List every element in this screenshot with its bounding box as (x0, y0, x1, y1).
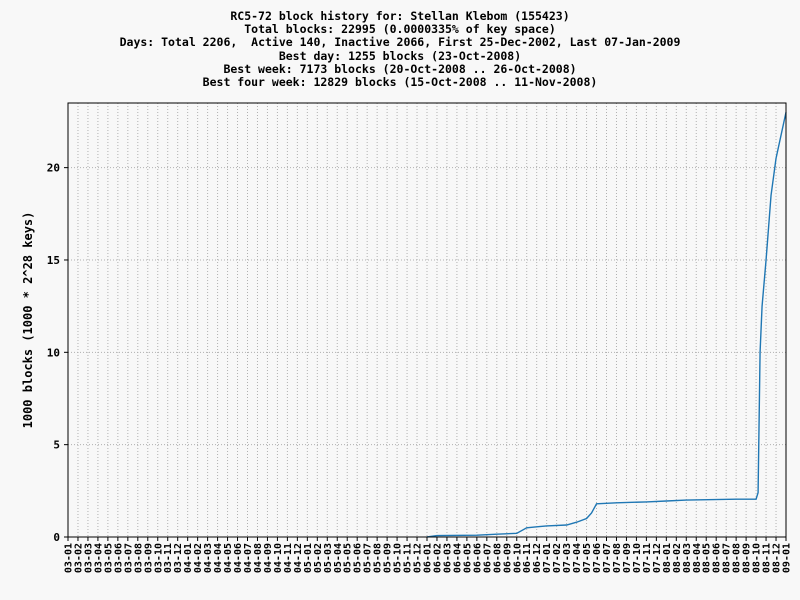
x-tick-label: 03-03 (83, 543, 94, 573)
x-tick-label: 05-08 (373, 543, 384, 573)
x-tick-label: 07-08 (612, 543, 623, 573)
x-tick-label: 06-05 (462, 543, 473, 573)
x-tick-label: 05-05 (343, 543, 354, 573)
x-tick-label: 08-10 (752, 543, 763, 573)
x-tick-label: 07-10 (632, 543, 643, 573)
x-tick-label: 06-07 (482, 543, 493, 573)
x-tick-label: 04-11 (283, 543, 294, 573)
x-tick-label: 03-08 (133, 543, 144, 573)
x-tick-label: 06-01 (423, 543, 434, 573)
x-tick-label: 05-04 (333, 543, 344, 573)
chart-title: RC5-72 block history for: Stellan Klebom… (230, 9, 570, 23)
x-tick-label: 08-09 (742, 543, 753, 573)
x-tick-label: 05-03 (323, 543, 334, 573)
series-line (426, 112, 787, 538)
x-tick-label: 05-02 (313, 543, 324, 573)
y-tick-label: 0 (53, 531, 60, 544)
x-tick-label: 04-10 (273, 543, 284, 573)
x-tick-label: 08-04 (692, 543, 703, 573)
grid (67, 103, 787, 537)
x-tick-label: 03-02 (73, 543, 84, 573)
x-tick-label: 03-09 (143, 543, 154, 573)
x-tick-label: 07-05 (582, 543, 593, 573)
x-tick-label: 03-05 (103, 543, 114, 573)
x-tick-label: 08-11 (762, 543, 773, 573)
x-tick-label: 08-01 (662, 543, 673, 573)
x-tick-label: 08-07 (722, 543, 733, 573)
x-tick-label: 03-10 (153, 543, 164, 573)
x-tick-label: 07-04 (572, 543, 583, 573)
x-tick-label: 05-07 (363, 543, 374, 573)
x-tick-label: 06-10 (512, 543, 523, 573)
x-tick-label: 06-02 (432, 543, 443, 573)
plot-area (426, 112, 787, 538)
x-tick-label: 08-02 (672, 543, 683, 573)
y-axis-label: 1000 blocks (1000 * 2^28 keys) (21, 212, 35, 429)
y-tick-label: 20 (47, 162, 60, 175)
x-tick-label: 03-12 (173, 543, 184, 573)
x-tick-label: 09-01 (782, 543, 793, 573)
x-tick-label: 06-12 (532, 543, 543, 573)
x-tick-label: 03-11 (163, 543, 174, 573)
days-line: Days: Total 2206, Active 140, Inactive 2… (119, 35, 681, 50)
x-tick-label: 05-12 (413, 543, 424, 573)
x-tick-label: 04-12 (293, 543, 304, 573)
x-tick-label: 04-01 (183, 543, 194, 573)
best-four-week-line: Best four week: 12829 blocks (15-Oct-200… (202, 75, 598, 90)
x-tick-label: 05-06 (353, 543, 364, 573)
x-tick-label: 07-07 (602, 543, 613, 573)
y-tick-label: 5 (53, 439, 60, 452)
x-tick-label: 05-01 (303, 543, 314, 573)
x-tick-label: 05-11 (403, 543, 414, 573)
y-tick-label: 10 (47, 346, 60, 359)
x-axis: 03-0103-0203-0303-0403-0503-0603-0703-08… (64, 537, 793, 573)
total-blocks-line: Total blocks: 22995 (0.0000335% of key s… (244, 22, 556, 37)
x-tick-label: 07-06 (592, 543, 603, 573)
x-tick-label: 06-04 (452, 543, 463, 573)
x-tick-label: 06-11 (522, 543, 533, 573)
x-tick-label: 05-10 (393, 543, 404, 573)
x-tick-label: 07-03 (562, 543, 573, 573)
x-tick-label: 03-06 (113, 543, 124, 573)
x-tick-label: 06-03 (442, 543, 453, 573)
y-tick-label: 15 (47, 254, 60, 267)
x-tick-label: 08-05 (702, 543, 713, 573)
x-tick-label: 03-04 (93, 543, 104, 573)
x-tick-label: 04-08 (253, 543, 264, 573)
x-tick-label: 04-04 (213, 543, 224, 573)
x-tick-label: 07-12 (652, 543, 663, 573)
x-tick-label: 08-08 (732, 543, 743, 573)
best-day-line: Best day: 1255 blocks (23-Oct-2008) (278, 48, 522, 63)
x-tick-label: 08-12 (772, 543, 783, 573)
x-tick-label: 07-09 (622, 543, 633, 573)
best-week-line: Best week: 7173 blocks (20-Oct-2008 .. 2… (223, 61, 577, 76)
plot-frame (67, 102, 787, 538)
x-tick-label: 07-01 (542, 543, 553, 573)
x-tick-label: 07-02 (552, 543, 563, 573)
x-tick-label: 04-03 (203, 543, 214, 573)
x-tick-label: 04-06 (233, 543, 244, 573)
x-tick-label: 04-09 (263, 543, 274, 573)
x-tick-label: 03-01 (64, 543, 75, 573)
x-tick-label: 05-09 (383, 543, 394, 573)
x-tick-label: 04-02 (193, 543, 204, 573)
y-axis: 0 5 10 15 20 (47, 162, 68, 544)
x-tick-label: 06-09 (502, 543, 513, 573)
x-tick-label: 04-07 (243, 543, 254, 573)
x-tick-label: 04-05 (223, 543, 234, 573)
chart-header: RC5-72 block history for: Stellan Klebom… (0, 9, 800, 90)
x-tick-label: 03-07 (123, 543, 134, 573)
x-tick-label: 06-06 (472, 543, 483, 573)
x-tick-label: 08-06 (712, 543, 723, 573)
x-tick-label: 08-03 (682, 543, 693, 573)
x-tick-label: 06-08 (492, 543, 503, 573)
x-tick-label: 07-11 (642, 543, 653, 573)
